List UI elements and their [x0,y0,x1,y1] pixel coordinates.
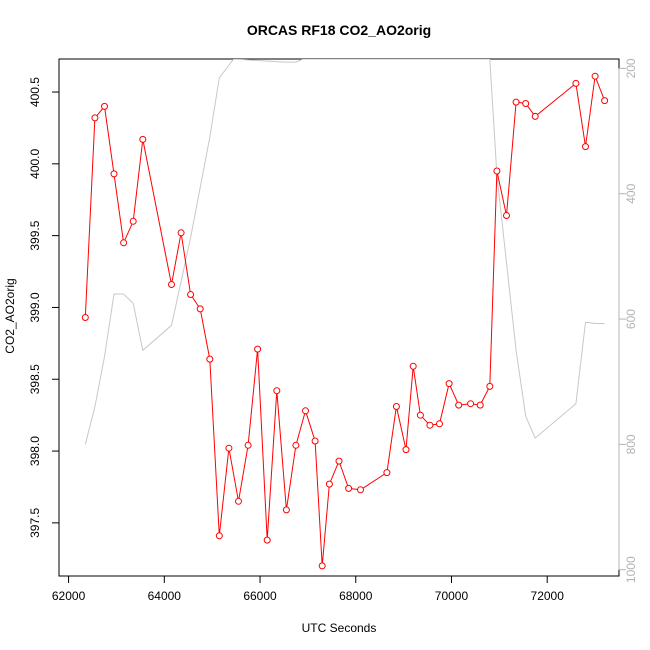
co2-data-point [318,562,326,570]
co2-data-point [177,229,185,237]
co2-data-point [91,114,99,122]
co2-data-point [302,407,309,415]
right-tick-label: 400 [624,183,638,203]
co2-series-line [84,74,606,566]
co2-data-point [263,536,271,544]
co2-data-point [187,291,195,298]
y-tick-label: 398.5 [28,364,42,394]
y-tick-label: 398.0 [28,436,42,466]
co2-data-point [486,382,494,390]
co2-data-point [254,345,262,353]
co2-data-point [392,403,400,410]
y-axis: 397.5 398.0 398.5 399.0 399.5 400.0 400.5 [28,77,60,538]
x-tick-label: 66000 [243,589,277,603]
co2-data-point [467,400,475,408]
co2-data-point [129,217,137,225]
co2-data-point [168,281,175,288]
y-tick-label: 399.0 [28,292,42,322]
x-tick-label: 72000 [531,589,565,603]
x-tick-label: 62000 [52,589,86,603]
co2-data-point [426,421,434,429]
y-axis-title: CO2_AO2orig [3,278,17,353]
co2-data-point [436,420,443,428]
co2-data-point [325,480,333,488]
co2-data-point [101,102,108,110]
co2-data-point [244,441,252,449]
co2-data-point [81,314,89,321]
co2-data-point [409,362,417,370]
co2-data-point [110,170,118,178]
y-tick-label: 400.0 [28,148,42,178]
co2-data-point [445,380,453,388]
co2-data-point [503,212,510,219]
co2-data-point [455,401,463,409]
chart-title: ORCAS RF18 CO2_AO2orig [247,22,431,38]
y-tick-label: 400.5 [28,77,42,107]
co2-data-point [402,446,410,454]
co2-data-point [206,355,214,363]
x-tick-label: 64000 [148,589,182,603]
right-tick-label: 800 [624,434,638,454]
co2-data-point [512,98,520,106]
x-tick-label: 68000 [339,589,373,603]
right-axis-series-line [84,59,605,445]
co2-data-point [235,497,242,505]
co2-data-point [572,79,580,87]
co2-data-point [493,167,501,175]
co2-data-point [120,239,128,247]
co2-data-point [215,532,223,540]
x-axis-title: UTC Seconds [302,621,377,635]
y-tick-label: 399.5 [28,220,42,250]
co2-data-point [282,506,290,514]
co2-data-point [311,437,319,445]
x-tick-label: 70000 [435,589,469,603]
right-tick-label: 600 [624,309,638,329]
co2-data-point [582,143,589,151]
co2-data-point [357,486,364,494]
co2-data-point [292,441,300,449]
co2-data-point [416,411,424,419]
co2-data-point [476,401,484,409]
co2-data-point [273,387,281,395]
co2-data-point [139,135,147,143]
co2-data-point [345,484,353,492]
co2-data-point [601,97,609,105]
co2-data-point [522,100,530,107]
co2-data-point [335,457,343,465]
right-tick-label: 1000 [624,556,638,583]
y-tick-label: 397.5 [28,508,42,538]
co2-data-point [591,72,599,80]
co2-data-point [383,469,391,477]
right-tick-label: 200 [624,58,638,78]
co2-data-point [225,444,233,452]
plot-area [81,59,609,570]
x-axis: 62000 64000 66000 68000 70000 72000 [52,575,565,603]
co2-data-point [196,305,204,313]
co2-data-point [531,112,539,120]
right-axis: 200 400 600 800 1000 [618,58,638,583]
